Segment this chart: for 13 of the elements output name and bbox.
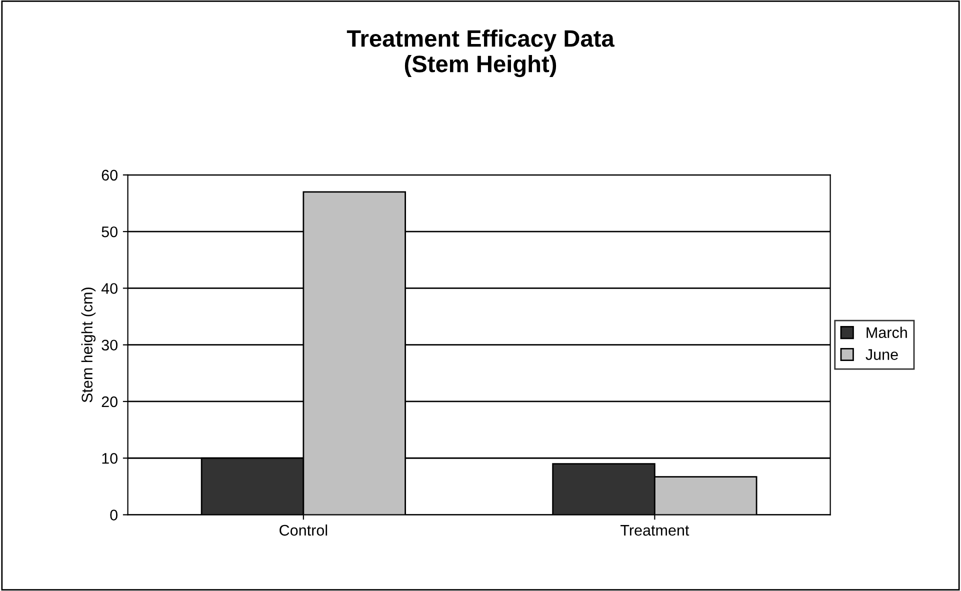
y-tick-label: 20 bbox=[102, 396, 118, 408]
y-tick-label: 50 bbox=[102, 226, 118, 238]
y-tick-label: 0 bbox=[110, 510, 118, 520]
chart-title: Treatment Efficacy Data (Stem Height) bbox=[346, 30, 615, 78]
legend-label: June bbox=[866, 349, 898, 360]
y-tick-label: 30 bbox=[102, 340, 118, 351]
legend-label: March bbox=[866, 326, 907, 338]
x-tick-label: Control bbox=[280, 524, 328, 536]
x-tick-label: Treatment bbox=[620, 525, 690, 536]
y-tick-label: 40 bbox=[101, 283, 118, 294]
y-axis-title: Stem height (cm) bbox=[81, 288, 96, 402]
y-tick-label: 10 bbox=[102, 452, 118, 464]
y-tick-label: 60 bbox=[102, 170, 118, 181]
